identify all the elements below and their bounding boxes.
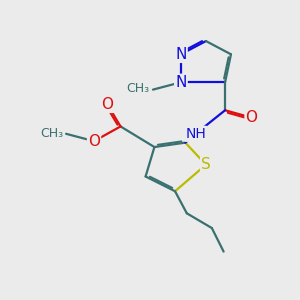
Text: O: O [246, 110, 258, 125]
Text: NH: NH [185, 127, 206, 141]
Text: N: N [175, 47, 187, 62]
Text: CH₃: CH₃ [40, 127, 63, 140]
Text: CH₃: CH₃ [126, 82, 149, 95]
Text: O: O [101, 97, 113, 112]
Text: S: S [201, 157, 211, 172]
Text: N: N [175, 75, 187, 90]
Text: O: O [88, 134, 100, 149]
